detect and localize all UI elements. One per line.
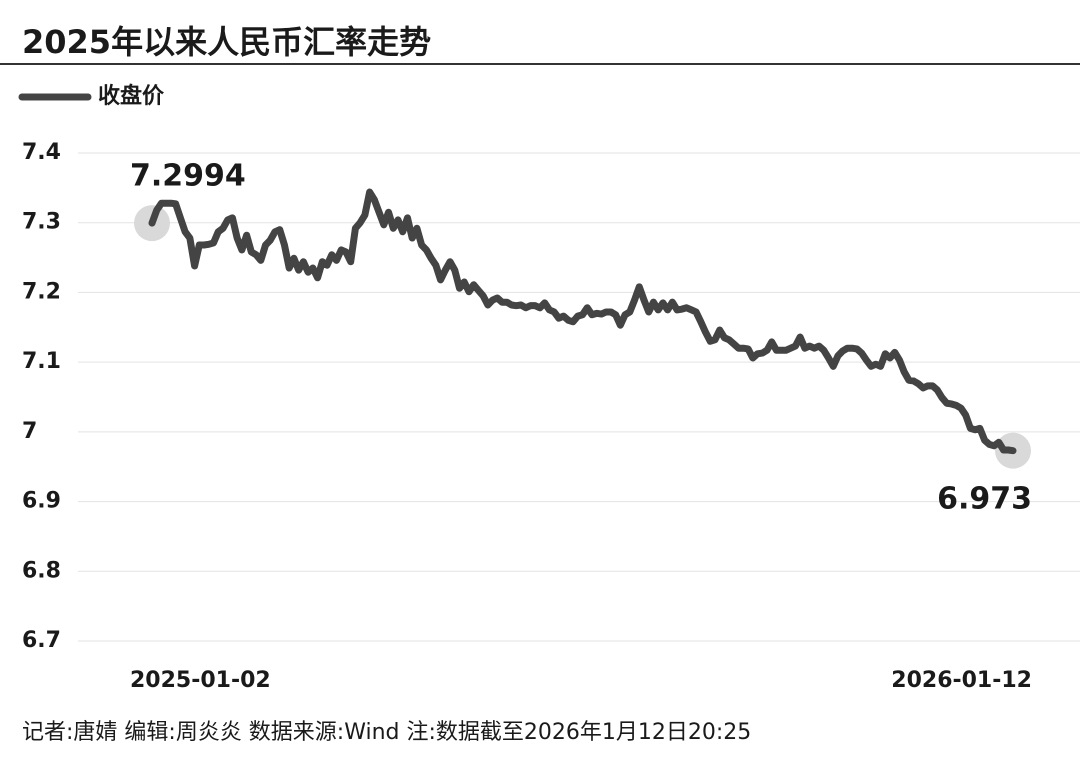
y-tick-label: 6.7 [22, 628, 61, 653]
y-tick-label: 7.1 [22, 349, 61, 374]
y-tick-label: 7.4 [22, 140, 61, 165]
line-series [148, 188, 1017, 455]
end-annotation: 6.973 [937, 482, 1032, 517]
x-tick-label: 2025-01-02 [130, 668, 271, 693]
y-tick-label: 7.3 [22, 210, 61, 235]
y-tick-label: 6.9 [22, 489, 61, 514]
footer: 记者:唐婧 编辑:周炎炎 数据来源:Wind 注:数据截至2026年1月12日2… [22, 720, 751, 745]
y-tick-label: 6.8 [22, 558, 61, 583]
x-tick-label: 2026-01-12 [891, 668, 1032, 693]
y-tick-label: 7 [22, 419, 37, 444]
y-tick-label: 7.2 [22, 279, 61, 304]
start-annotation: 7.2994 [130, 159, 246, 194]
legend-label: 收盘价 [98, 83, 165, 109]
chart-title: 2025年以来人民币汇率走势 [22, 23, 431, 61]
